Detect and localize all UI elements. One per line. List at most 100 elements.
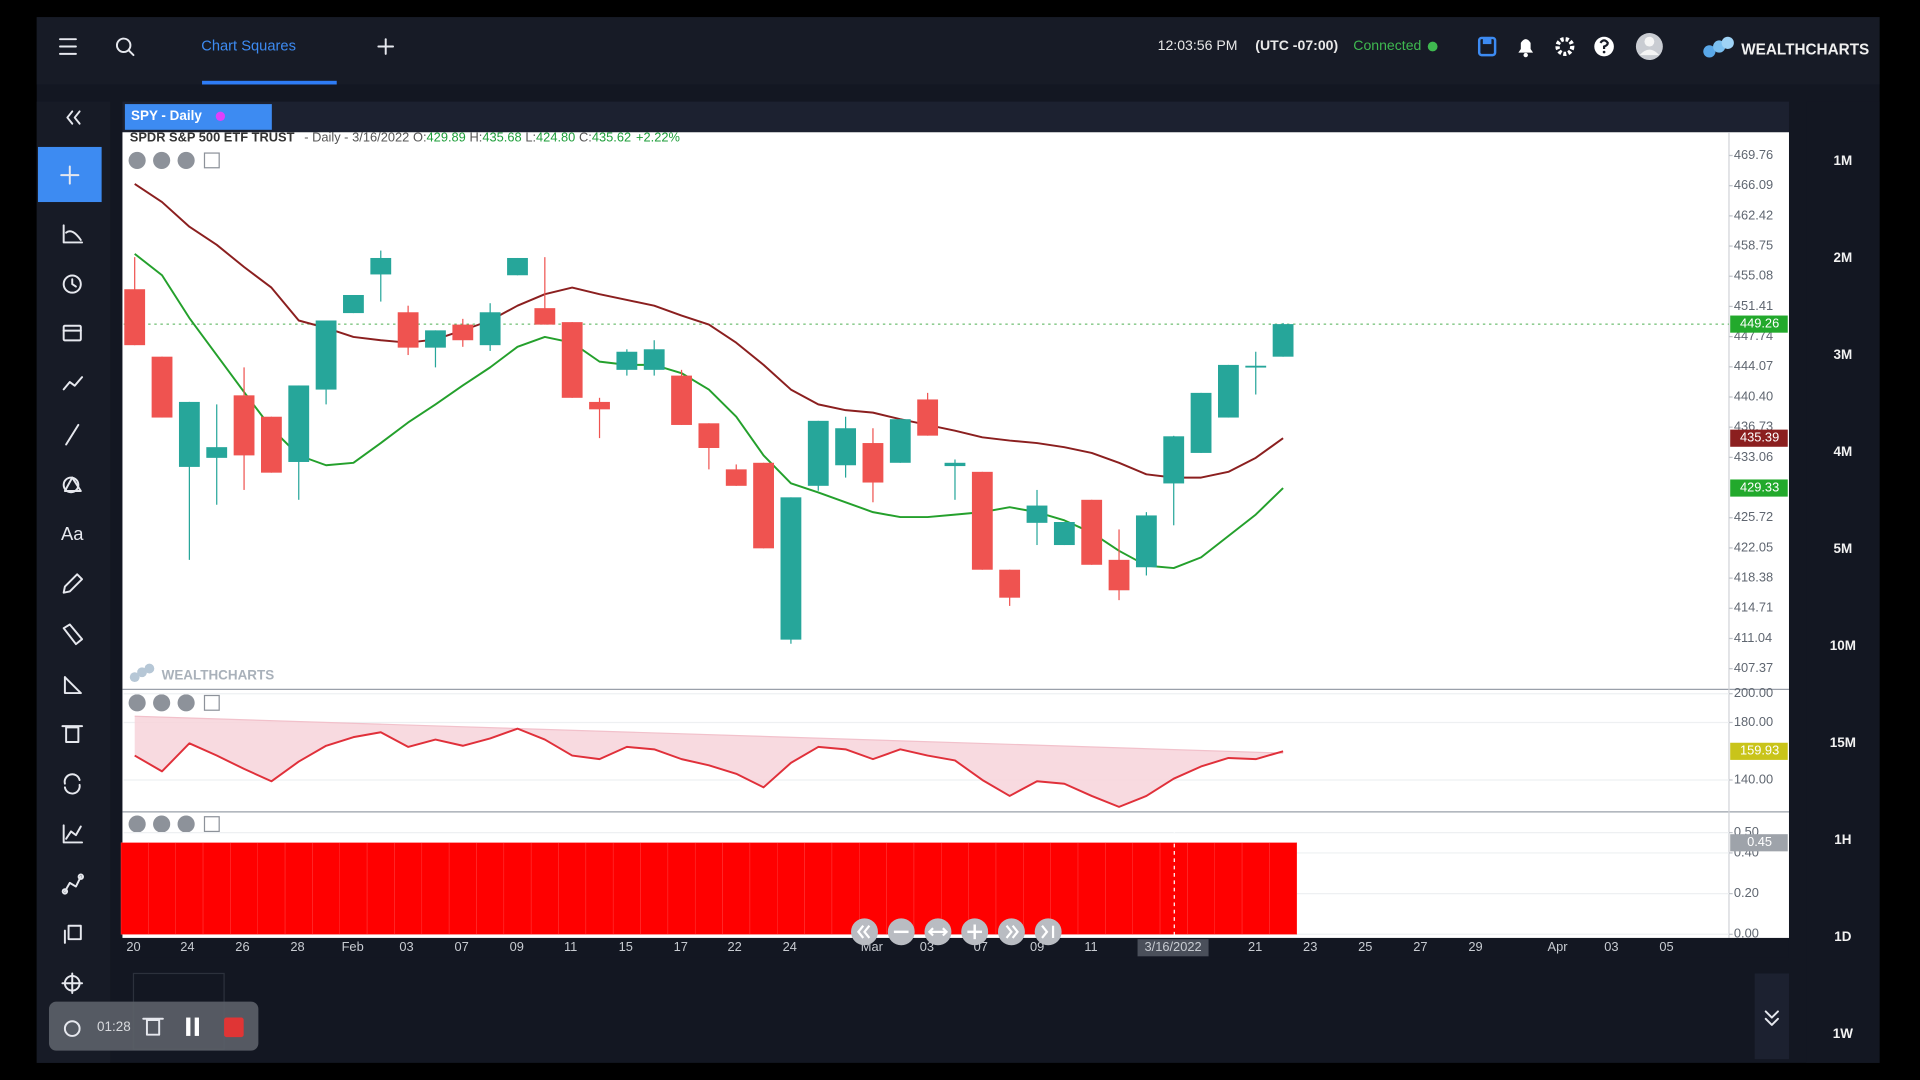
- close-value: 435.62: [592, 130, 631, 145]
- panel-control: [153, 694, 171, 712]
- candle-body: [616, 351, 638, 370]
- top-bar: [36, 17, 1880, 85]
- chart-tool[interactable]: [62, 824, 84, 844]
- x-tick-label: 21: [1248, 939, 1262, 954]
- text-tool[interactable]: Aa: [61, 523, 84, 544]
- nodes-tool[interactable]: [61, 873, 84, 895]
- bar: [1187, 842, 1215, 935]
- scroll-right-button[interactable]: [997, 918, 1025, 946]
- band-line: [134, 715, 1284, 754]
- timeframe-button[interactable]: 1D: [1834, 929, 1851, 944]
- go-latest-button[interactable]: [1034, 918, 1062, 946]
- tab-label[interactable]: Chart Squares: [201, 38, 296, 54]
- timeframe-button[interactable]: 3M: [1834, 347, 1853, 362]
- chart-navigation: [851, 918, 1062, 946]
- shape-tool[interactable]: [62, 476, 82, 494]
- trend-tool[interactable]: [62, 376, 84, 391]
- clock-tool[interactable]: [62, 274, 82, 294]
- menu-button[interactable]: [59, 38, 77, 55]
- recorder-pause[interactable]: [186, 1017, 199, 1036]
- candle-body: [999, 569, 1021, 598]
- candle-body: [1135, 515, 1157, 568]
- timeframe-button[interactable]: 10M: [1830, 638, 1856, 653]
- timeframe-button[interactable]: 15M: [1830, 735, 1856, 750]
- timeframe-button[interactable]: 1W: [1833, 1026, 1853, 1041]
- timeframe-button[interactable]: 2M: [1834, 250, 1853, 265]
- help-button[interactable]: [1594, 36, 1614, 57]
- candle-body: [561, 322, 583, 398]
- x-tick-label: Apr: [1548, 939, 1569, 954]
- add-tab-button[interactable]: [377, 38, 395, 55]
- recorder-time: 01:28: [97, 1019, 131, 1034]
- candle-body: [1108, 559, 1130, 591]
- bar: [1214, 842, 1243, 935]
- panel-control: [177, 815, 195, 833]
- zoom-in-button[interactable]: [961, 918, 989, 946]
- candle-body: [233, 395, 255, 456]
- copy-tool[interactable]: [63, 924, 82, 944]
- candle-body: [671, 375, 692, 425]
- x-tick-label: 07: [454, 939, 468, 954]
- scroll-left-button[interactable]: [851, 918, 878, 946]
- candle-body: [917, 399, 939, 436]
- y-tick-label: 180.00: [1734, 714, 1773, 729]
- panel-control: [128, 151, 146, 169]
- candle-body: [1053, 522, 1075, 546]
- panel-control: [153, 151, 171, 169]
- settings-button[interactable]: [1555, 37, 1575, 57]
- brand-logo: [1703, 36, 1734, 58]
- candle-body: [507, 257, 528, 276]
- left-toolbar: [36, 101, 111, 1063]
- close-label: C:: [579, 130, 592, 145]
- zoom-out-button[interactable]: [887, 918, 915, 946]
- timeframe-bar: [1806, 101, 1880, 1063]
- ruler-tool[interactable]: [62, 623, 84, 646]
- delete-tool[interactable]: [61, 725, 84, 744]
- fit-button[interactable]: [924, 918, 952, 946]
- notifications-button[interactable]: [1518, 39, 1534, 58]
- x-tick-label: 20: [126, 939, 140, 954]
- pencil-tool[interactable]: [62, 573, 84, 594]
- recorder-settings[interactable]: [63, 1020, 81, 1037]
- timeframe-button[interactable]: 1M: [1834, 153, 1853, 168]
- recorder-delete[interactable]: [142, 1017, 164, 1036]
- expand-down-button[interactable]: [1764, 1010, 1779, 1026]
- brand-name: WEALTHCHARTS: [1741, 41, 1869, 58]
- timeframe-button[interactable]: 5M: [1834, 541, 1853, 556]
- bar: [1077, 842, 1106, 935]
- recorder-stop[interactable]: [224, 1017, 244, 1038]
- candle-body: [1272, 324, 1294, 357]
- candle-body: [589, 401, 610, 410]
- bar: [230, 842, 258, 935]
- line-tool[interactable]: [65, 423, 80, 446]
- candle-body: [725, 469, 747, 486]
- crosshair-tool[interactable]: [61, 972, 84, 995]
- angle-tool[interactable]: [63, 676, 82, 695]
- chart-tab[interactable]: [124, 104, 272, 130]
- bar: [257, 842, 286, 935]
- candle-body: [643, 349, 665, 370]
- plots: 469.76466.09462.42458.75455.08451.41447.…: [120, 147, 1788, 941]
- search-button[interactable]: [115, 37, 135, 57]
- indicator-tool[interactable]: [62, 224, 84, 244]
- collapse-left-button[interactable]: [66, 110, 81, 125]
- candle-body: [124, 289, 146, 346]
- x-axis: 20 24 26 28 Feb 03 07 09 11 15 17 22 24 Mar 03 07 09 11 3/…: [126, 939, 1674, 957]
- candle-body: [261, 416, 282, 473]
- price-tag-label: 449.26: [1740, 316, 1779, 331]
- bar: [448, 842, 477, 935]
- x-tick-label: 11: [1084, 939, 1097, 954]
- timeframe-button[interactable]: 4M: [1834, 444, 1853, 459]
- y-tick-label: 0.00: [1734, 926, 1759, 941]
- watermark: WEALTHCHARTS: [162, 667, 275, 682]
- refresh-tool[interactable]: [63, 773, 81, 795]
- open-value: 429.89: [427, 130, 466, 145]
- bar: [667, 842, 696, 935]
- calendar-tool[interactable]: [62, 324, 82, 342]
- user-avatar[interactable]: [1635, 33, 1663, 60]
- panel-control: [128, 694, 146, 712]
- timeframe-button[interactable]: 1H: [1834, 832, 1851, 847]
- save-button[interactable]: [1477, 36, 1497, 57]
